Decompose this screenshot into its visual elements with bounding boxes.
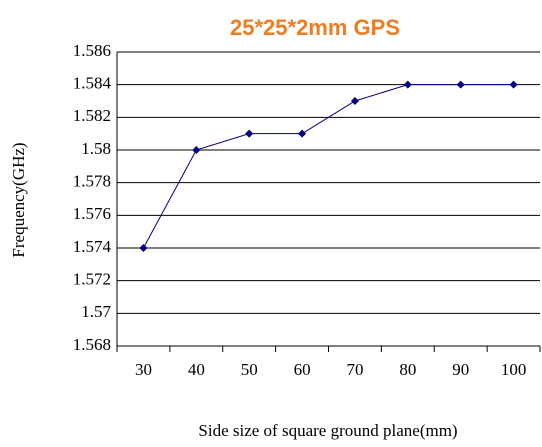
- x-axis-label: Side size of square ground plane(mm): [198, 421, 457, 440]
- y-tick-label: 1.574: [73, 237, 112, 256]
- x-tick-label: 40: [188, 360, 205, 379]
- data-point: [350, 97, 359, 105]
- data-point: [298, 129, 307, 138]
- x-tick-label: 90: [452, 360, 469, 379]
- series-line: [142, 84, 514, 249]
- data-point: [139, 244, 148, 252]
- y-tick-label: 1.586: [73, 41, 111, 60]
- data-point: [509, 80, 518, 89]
- x-tick-label: 80: [399, 360, 416, 379]
- y-tick-label: 1.578: [73, 172, 111, 191]
- y-tick-label: 1.582: [73, 106, 111, 125]
- data-point: [456, 80, 465, 89]
- y-tick-label: 1.58: [81, 139, 111, 158]
- y-tick-label: 1.572: [73, 270, 111, 289]
- y-tick-label: 1.576: [73, 204, 111, 223]
- x-tick-label: 60: [294, 360, 311, 379]
- y-tick-label: 1.568: [73, 335, 111, 354]
- x-tick-label: 30: [135, 360, 152, 379]
- data-point: [192, 146, 201, 154]
- y-axis-label: Frequency(GHz): [9, 142, 28, 257]
- data-point: [245, 129, 254, 138]
- x-tick-label: 100: [501, 360, 527, 379]
- data-point: [403, 80, 412, 89]
- y-tick-label: 1.584: [73, 74, 112, 93]
- x-tick-label: 50: [241, 360, 258, 379]
- chart-title: 25*25*2mm GPS: [230, 15, 400, 40]
- y-tick-label: 1.57: [81, 302, 111, 321]
- x-tick-label: 70: [346, 360, 363, 379]
